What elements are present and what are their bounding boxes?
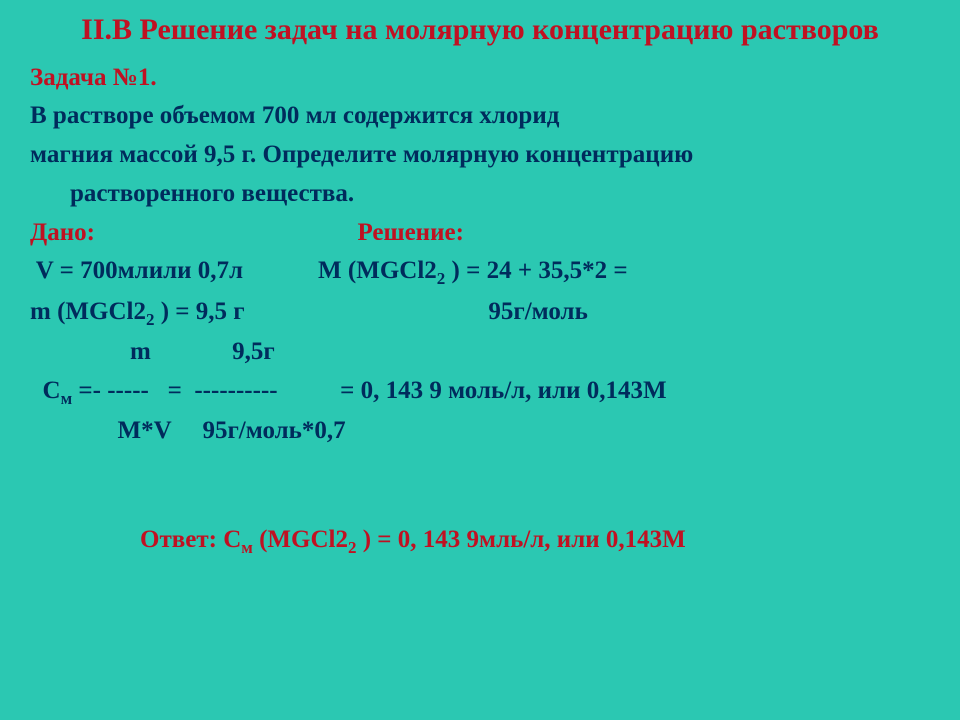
problem-text-3: растворенного вещества. bbox=[30, 175, 930, 214]
answer-c: ) = 0, 143 9мль/л, или 0,143М bbox=[356, 526, 685, 553]
answer-a: C bbox=[223, 526, 241, 553]
problem-label: Задача №1. bbox=[30, 59, 930, 98]
cm-a: C bbox=[30, 377, 61, 404]
calc-line-2: m (MGCl22 ) = 9,5 г 95г/моль bbox=[30, 293, 930, 333]
sub-2: 2 bbox=[437, 269, 446, 288]
calc-1b: ) = 24 + 35,5*2 = bbox=[445, 257, 627, 284]
answer-label: Ответ: bbox=[140, 526, 223, 553]
problem-text-2: магния массой 9,5 г. Определите молярную… bbox=[30, 136, 930, 175]
fraction-middle: Cм =- ----- = ---------- = 0, 143 9 моль… bbox=[30, 372, 930, 412]
slide: II.B Решение задач на молярную концентра… bbox=[0, 0, 960, 571]
answer-b: (MGCl2 bbox=[253, 526, 348, 553]
spacer bbox=[95, 219, 358, 246]
calc-1a: V = 700млили 0,7л M (MGCl2 bbox=[30, 257, 437, 284]
calc-line-1: V = 700млили 0,7л M (MGCl22 ) = 24 + 35,… bbox=[30, 252, 930, 292]
fraction-denominator: M*V 95г/моль*0,7 bbox=[30, 412, 930, 451]
given-solution-headers: Дано: Решение: bbox=[30, 214, 930, 253]
solution-label: Решение: bbox=[357, 219, 463, 246]
calc-2b: ) = 9,5 г 95г/моль bbox=[154, 298, 587, 325]
fraction-numerator: m 9,5г bbox=[30, 333, 930, 372]
answer-sub: м bbox=[241, 538, 253, 557]
slide-title: II.B Решение задач на молярную концентра… bbox=[30, 10, 930, 51]
answer-line: Ответ: Cм (MGCl22 ) = 0, 143 9мль/л, или… bbox=[30, 521, 930, 561]
cm-b: =- ----- = ---------- = 0, 143 9 моль/л,… bbox=[72, 377, 666, 404]
problem-text-1: В растворе объемом 700 мл содержится хло… bbox=[30, 97, 930, 136]
cm-sub: м bbox=[61, 389, 73, 408]
calc-2a: m (MGCl2 bbox=[30, 298, 146, 325]
given-label: Дано: bbox=[30, 219, 95, 246]
